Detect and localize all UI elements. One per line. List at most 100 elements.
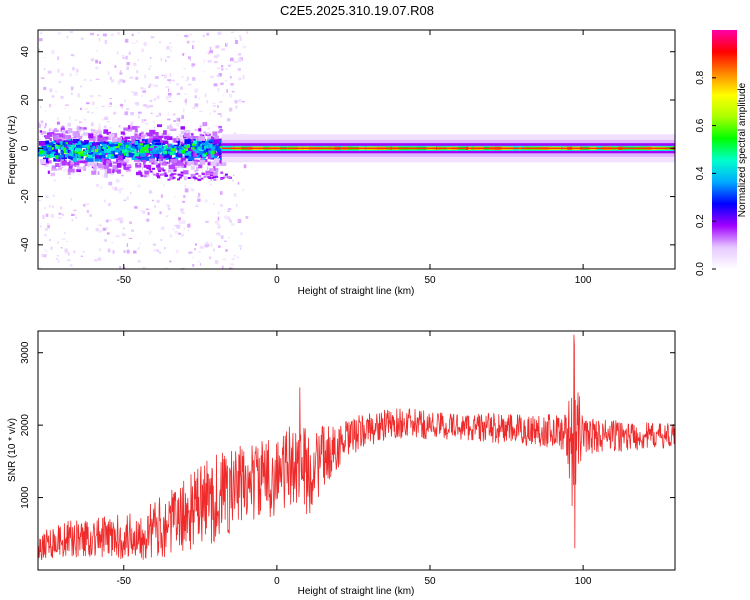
heatmap-cell bbox=[219, 101, 223, 103]
heatmap-cell bbox=[167, 118, 171, 121]
heatmap-cell bbox=[194, 128, 198, 131]
heatmap-cell bbox=[40, 120, 44, 124]
heatmap-cell bbox=[187, 177, 191, 179]
heatmap-cell bbox=[241, 100, 245, 103]
heatmap-cell bbox=[85, 227, 89, 231]
heatmap-cell bbox=[205, 150, 209, 153]
heatmap-cell bbox=[197, 198, 201, 202]
heatmap-cell bbox=[51, 147, 55, 150]
heatmap-cell bbox=[43, 254, 47, 258]
heatmap-cell bbox=[50, 214, 55, 218]
heatmap-cell bbox=[155, 115, 159, 117]
heatmap-cell bbox=[104, 173, 108, 178]
heatmap-cell bbox=[98, 224, 102, 226]
heatmap-cell bbox=[189, 222, 191, 225]
heatmap-cell bbox=[130, 112, 134, 116]
heatmap-cell bbox=[129, 221, 132, 224]
heatmap-cell bbox=[137, 248, 140, 250]
heatmap-cell bbox=[123, 227, 125, 230]
heatmap-cell bbox=[108, 141, 111, 144]
heatmap-cell bbox=[151, 84, 153, 86]
heatmap-cell bbox=[203, 152, 208, 156]
heatmap-cell bbox=[68, 164, 73, 169]
heatmap-cell bbox=[183, 130, 191, 133]
heatmap-cell bbox=[153, 139, 160, 143]
heatmap-cell bbox=[109, 98, 112, 99]
heatmap-cell bbox=[122, 57, 125, 60]
heatmap-cell bbox=[165, 86, 169, 88]
heatmap-cell bbox=[214, 167, 219, 172]
heatmap-cell bbox=[236, 256, 240, 258]
heatmap-cell bbox=[212, 105, 216, 107]
snr-series-line bbox=[38, 334, 675, 560]
heatmap-cell bbox=[42, 141, 48, 146]
heatmap-cell bbox=[237, 58, 242, 63]
heatmap-cell bbox=[152, 153, 158, 157]
heatmap-cell bbox=[108, 154, 112, 158]
heatmap-cell bbox=[86, 157, 94, 162]
heatmap-cell bbox=[121, 174, 124, 177]
heatmap-cell bbox=[111, 79, 115, 83]
heatmap-cell bbox=[146, 105, 150, 109]
heatmap-cell bbox=[61, 154, 68, 160]
heatmap-cell bbox=[68, 155, 73, 159]
colorbar-ticks: 0.0 0.2 0.4 0.6 0.8 bbox=[695, 70, 716, 276]
heatmap-cell bbox=[127, 140, 130, 143]
heatmap-cell bbox=[48, 129, 51, 132]
heatmap-cell bbox=[104, 149, 107, 153]
heatmap-cell bbox=[49, 144, 56, 149]
heatmap-cell bbox=[187, 229, 190, 231]
heatmap-cell bbox=[91, 130, 98, 134]
heatmap-cell bbox=[125, 153, 129, 157]
heatmap-cell bbox=[194, 106, 198, 108]
heatmap-cell bbox=[242, 45, 247, 49]
heatmap-cell bbox=[177, 178, 180, 181]
spectrogram-x-ticks: -50 0 50 100 bbox=[117, 30, 592, 286]
heatmap-cell bbox=[184, 155, 190, 159]
heatmap-cell bbox=[208, 256, 212, 260]
heatmap-cell bbox=[136, 40, 138, 43]
heatmap-cell bbox=[123, 266, 126, 269]
heatmap-cell bbox=[112, 164, 119, 170]
heatmap-cell bbox=[86, 153, 89, 157]
heatmap-cell bbox=[187, 56, 191, 60]
heatmap-cell bbox=[81, 134, 83, 138]
heatmap-cell bbox=[207, 176, 211, 179]
heatmap-cell bbox=[163, 130, 167, 135]
heatmap-cell bbox=[143, 42, 147, 46]
heatmap-cell bbox=[51, 95, 55, 98]
heatmap-cell bbox=[205, 51, 208, 54]
heatmap-cell bbox=[221, 65, 224, 68]
heatmap-cell bbox=[108, 105, 112, 108]
heatmap-cell bbox=[162, 169, 166, 172]
heatmap-cell bbox=[103, 150, 108, 156]
heatmap-cell bbox=[131, 165, 133, 169]
heatmap-cell bbox=[43, 152, 47, 155]
heatmap-cell bbox=[79, 121, 82, 123]
heatmap-cell bbox=[131, 42, 136, 44]
heatmap-cell bbox=[196, 136, 199, 141]
heatmap-cell bbox=[83, 165, 87, 171]
heatmap-cell bbox=[198, 41, 200, 43]
heatmap-cell bbox=[66, 135, 71, 140]
heatmap-cell bbox=[95, 107, 98, 109]
heatmap-cell bbox=[80, 255, 83, 257]
heatmap-cell bbox=[55, 155, 59, 160]
heatmap-cell bbox=[134, 149, 137, 154]
heatmap-cell bbox=[172, 113, 176, 116]
heatmap-cell bbox=[200, 143, 203, 147]
heatmap-cell bbox=[126, 243, 129, 247]
heatmap-cell bbox=[64, 130, 70, 134]
heatmap-cell bbox=[168, 80, 171, 84]
heatmap-cell bbox=[82, 251, 85, 253]
heatmap-cell bbox=[153, 249, 158, 252]
heatmap-cell bbox=[212, 153, 219, 156]
heatmap-cell bbox=[63, 141, 68, 146]
heatmap-cell bbox=[56, 143, 61, 146]
heatmap-cell bbox=[144, 139, 148, 143]
heatmap-cell bbox=[89, 214, 92, 217]
heatmap-cell bbox=[194, 103, 199, 107]
heatmap-cell bbox=[139, 149, 145, 153]
heatmap-cell bbox=[56, 138, 63, 143]
heatmap-cell bbox=[194, 178, 196, 181]
